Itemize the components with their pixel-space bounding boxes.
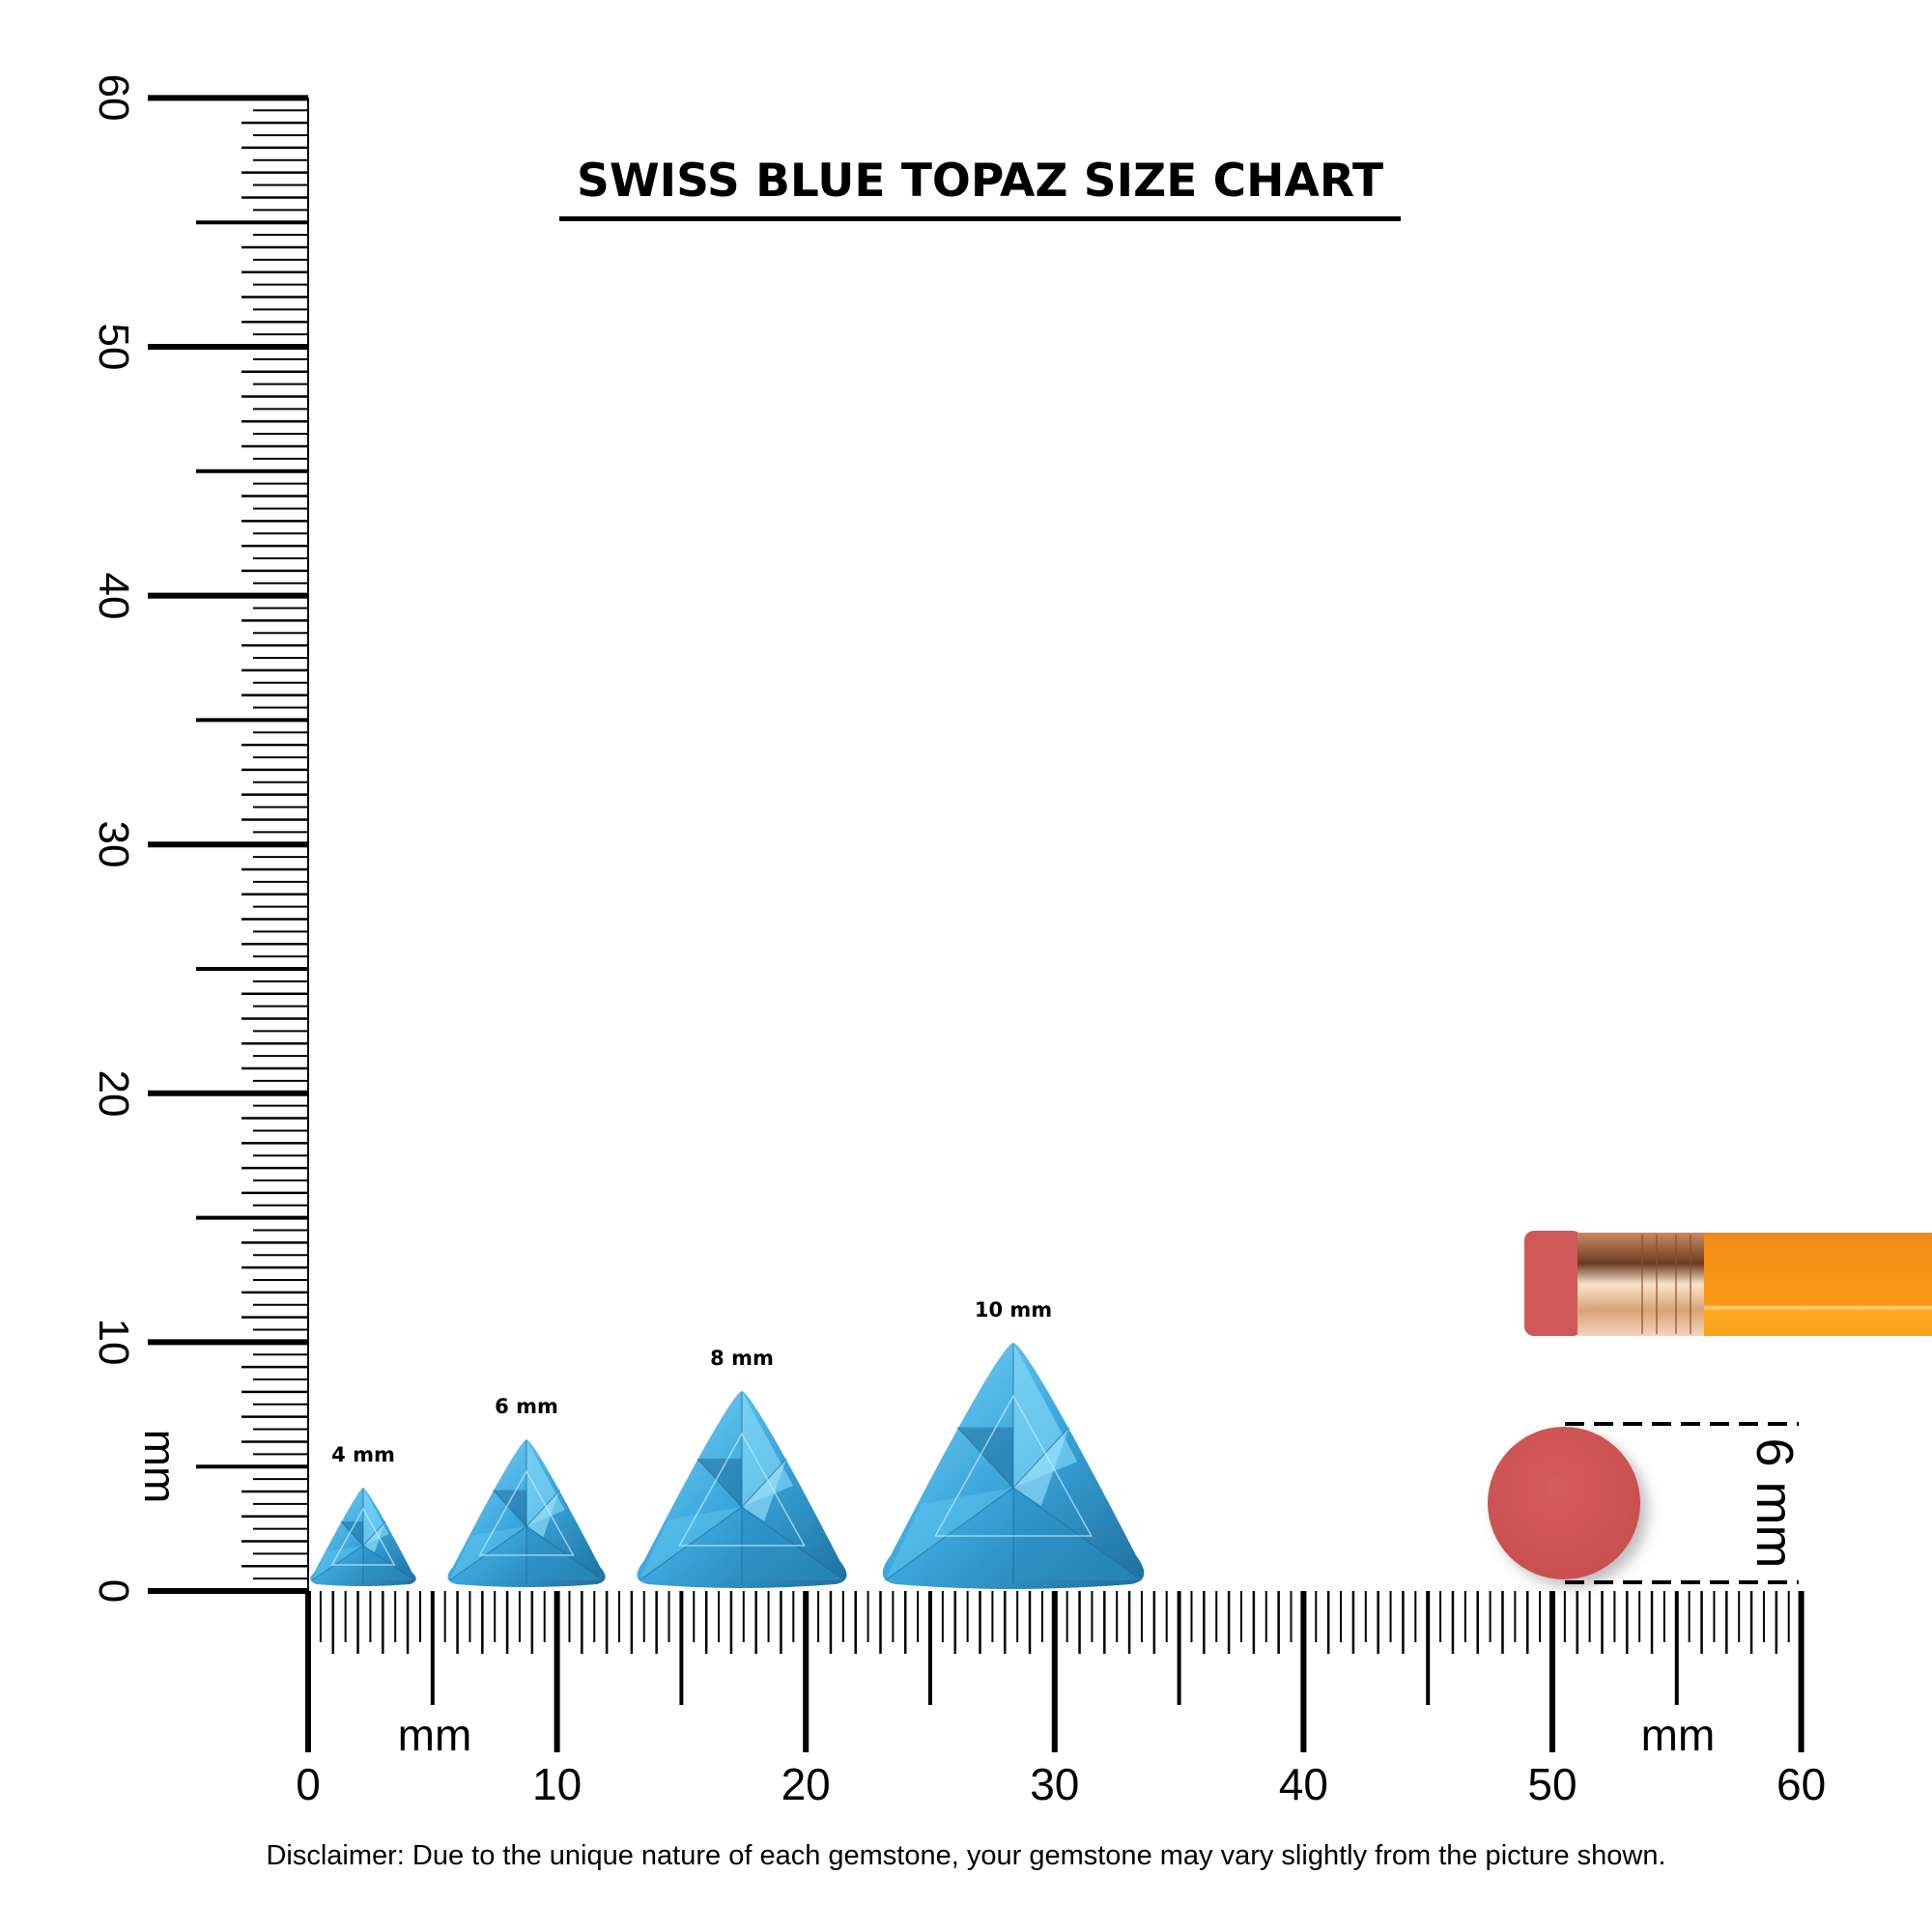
horizontal-tick-label: 40 bbox=[1278, 1759, 1328, 1809]
vertical-tick-label: 10 bbox=[90, 1318, 137, 1366]
pencil bbox=[1524, 1231, 1932, 1336]
gem-6mm bbox=[447, 1439, 606, 1587]
vertical-tick-label: 30 bbox=[90, 820, 137, 868]
horizontal-tick-label: 30 bbox=[1030, 1759, 1080, 1809]
rulers bbox=[148, 95, 1804, 1752]
vertical-tick-label: 40 bbox=[90, 572, 137, 620]
pencil-body bbox=[1704, 1233, 1932, 1336]
horizontal-tick-label: 20 bbox=[781, 1759, 831, 1809]
gem-8mm bbox=[637, 1391, 847, 1588]
reference-size-label: 6 mm bbox=[1746, 1437, 1804, 1569]
gem-4mm bbox=[310, 1488, 416, 1586]
horizontal-unit-label-right: mm bbox=[1640, 1710, 1716, 1760]
horizontal-tick-label: 10 bbox=[532, 1759, 582, 1809]
eraser-circle bbox=[1488, 1427, 1640, 1579]
gem-size-label: 6 mm bbox=[495, 1395, 558, 1419]
pencil-ferrule bbox=[1577, 1233, 1704, 1336]
gem-size-label: 10 mm bbox=[974, 1298, 1053, 1322]
gem-size-label: 8 mm bbox=[710, 1347, 774, 1371]
disclaimer: Disclaimer: Due to the unique nature of … bbox=[266, 1840, 1666, 1871]
gem-10mm bbox=[882, 1343, 1145, 1589]
gems bbox=[310, 1343, 1145, 1589]
vertical-tick-label: 60 bbox=[90, 73, 137, 122]
title-underline bbox=[559, 216, 1401, 221]
vertical-tick-label: 50 bbox=[90, 323, 137, 371]
page-title: SWISS BLUE TOPAZ SIZE CHART bbox=[576, 155, 1384, 208]
vertical-tick-label: 20 bbox=[90, 1069, 137, 1118]
horizontal-unit-label-left: mm bbox=[397, 1710, 472, 1760]
horizontal-tick-label: 60 bbox=[1776, 1759, 1827, 1809]
horizontal-tick-label: 0 bbox=[296, 1759, 321, 1809]
vertical-unit-label: mm bbox=[135, 1429, 185, 1504]
gem-size-label: 4 mm bbox=[331, 1443, 395, 1467]
horizontal-tick-label: 50 bbox=[1527, 1759, 1577, 1809]
pencil-eraser bbox=[1524, 1231, 1582, 1336]
reference-objects bbox=[1488, 1231, 1932, 1584]
vertical-tick-label: 0 bbox=[90, 1578, 137, 1604]
